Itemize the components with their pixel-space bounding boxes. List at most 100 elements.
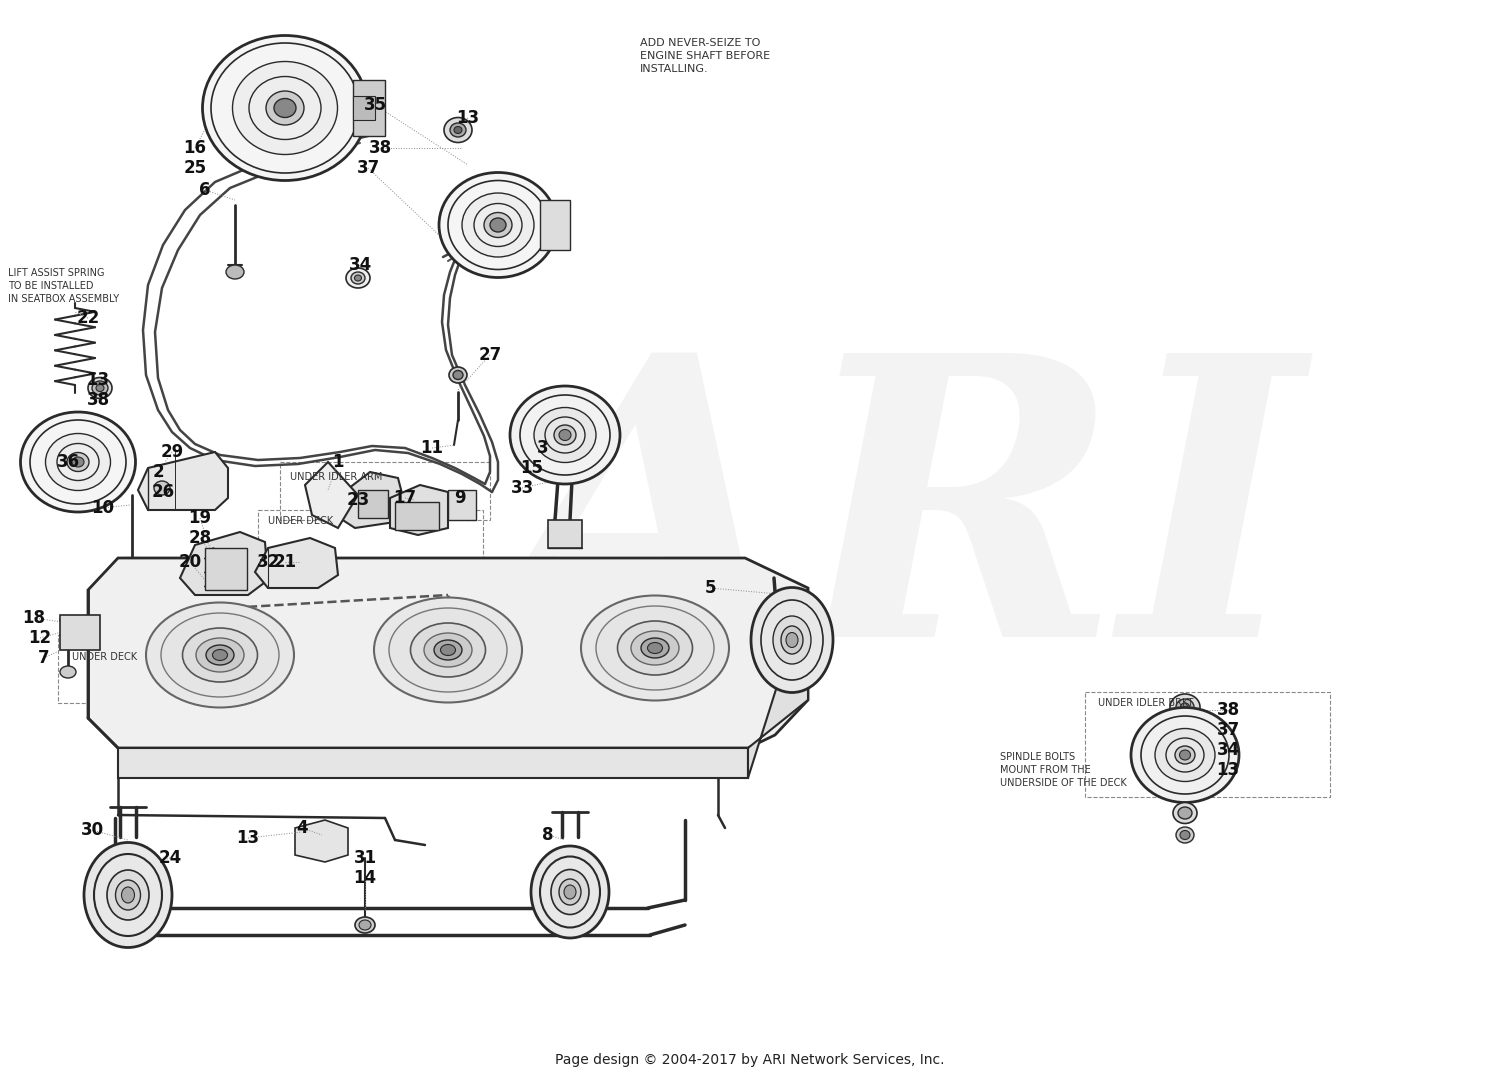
Ellipse shape	[45, 433, 111, 491]
Text: 35: 35	[363, 96, 387, 114]
Text: SPINDLE BOLTS
MOUNT FROM THE
UNDERSIDE OF THE DECK: SPINDLE BOLTS MOUNT FROM THE UNDERSIDE O…	[1000, 752, 1126, 788]
Ellipse shape	[448, 367, 466, 383]
Ellipse shape	[354, 275, 362, 281]
Ellipse shape	[206, 645, 234, 665]
Ellipse shape	[346, 268, 370, 288]
Ellipse shape	[160, 613, 279, 697]
Ellipse shape	[564, 885, 576, 899]
Polygon shape	[304, 462, 358, 528]
Ellipse shape	[560, 879, 580, 905]
Text: 3: 3	[537, 439, 549, 457]
Ellipse shape	[116, 880, 141, 910]
Ellipse shape	[453, 370, 464, 379]
Text: UNDER IDLER BRKT: UNDER IDLER BRKT	[1098, 698, 1194, 708]
Text: 29: 29	[160, 443, 183, 460]
Text: 36: 36	[57, 453, 80, 471]
Bar	[60, 615, 100, 651]
Polygon shape	[255, 538, 338, 588]
Ellipse shape	[1176, 828, 1194, 843]
Text: LIFT ASSIST SPRING
TO BE INSTALLED
IN SEATBOX ASSEMBLY: LIFT ASSIST SPRING TO BE INSTALLED IN SE…	[8, 268, 118, 304]
Ellipse shape	[484, 213, 512, 238]
Ellipse shape	[1131, 707, 1239, 803]
Ellipse shape	[92, 381, 108, 395]
Text: 31: 31	[354, 849, 376, 867]
Polygon shape	[296, 820, 348, 862]
Ellipse shape	[84, 843, 172, 947]
Text: 6: 6	[200, 181, 210, 199]
Ellipse shape	[374, 597, 522, 703]
Ellipse shape	[550, 870, 590, 914]
Polygon shape	[180, 532, 268, 595]
Text: 34: 34	[348, 256, 372, 274]
Bar	[352, 96, 375, 119]
Text: 13: 13	[456, 109, 480, 127]
Text: 12: 12	[28, 629, 51, 647]
Ellipse shape	[106, 870, 148, 920]
Ellipse shape	[752, 588, 833, 693]
Ellipse shape	[1180, 831, 1190, 839]
Text: 14: 14	[354, 869, 376, 887]
Text: 13: 13	[1216, 761, 1239, 779]
Text: 16: 16	[183, 139, 207, 157]
Text: 17: 17	[393, 489, 417, 507]
Ellipse shape	[424, 633, 472, 667]
Text: 11: 11	[420, 439, 444, 457]
Ellipse shape	[266, 91, 305, 125]
Bar	[448, 490, 476, 520]
Text: 37: 37	[1216, 721, 1239, 738]
Ellipse shape	[786, 632, 798, 647]
Text: 37: 37	[357, 159, 380, 177]
Ellipse shape	[441, 644, 456, 656]
Text: 32: 32	[256, 553, 279, 571]
Polygon shape	[748, 588, 808, 778]
Ellipse shape	[454, 126, 462, 134]
Ellipse shape	[213, 649, 228, 660]
Text: 38: 38	[87, 391, 109, 409]
Text: 20: 20	[178, 553, 201, 571]
Ellipse shape	[772, 616, 812, 664]
Polygon shape	[118, 748, 748, 778]
Ellipse shape	[96, 384, 104, 391]
Ellipse shape	[632, 631, 680, 665]
Ellipse shape	[580, 595, 729, 700]
Text: 19: 19	[189, 509, 211, 527]
Ellipse shape	[1170, 694, 1200, 720]
Ellipse shape	[232, 62, 338, 154]
Text: 23: 23	[346, 491, 369, 509]
Ellipse shape	[554, 425, 576, 445]
Polygon shape	[138, 452, 228, 510]
Ellipse shape	[531, 846, 609, 938]
Text: 5: 5	[705, 579, 716, 597]
Ellipse shape	[196, 637, 244, 672]
Ellipse shape	[183, 628, 258, 682]
Text: 26: 26	[152, 483, 174, 501]
Text: 22: 22	[76, 310, 99, 327]
Ellipse shape	[510, 386, 620, 484]
Ellipse shape	[1174, 746, 1196, 763]
Ellipse shape	[356, 917, 375, 933]
Bar	[548, 520, 582, 548]
Ellipse shape	[68, 453, 88, 471]
Text: 9: 9	[454, 489, 466, 507]
Polygon shape	[88, 558, 808, 748]
Ellipse shape	[560, 429, 572, 441]
Ellipse shape	[534, 407, 596, 463]
Ellipse shape	[1155, 729, 1215, 782]
Ellipse shape	[411, 623, 486, 677]
Text: ADD NEVER-SEIZE TO
ENGINE SHAFT BEFORE
INSTALLING.: ADD NEVER-SEIZE TO ENGINE SHAFT BEFORE I…	[640, 38, 770, 75]
Text: UNDER DECK: UNDER DECK	[72, 652, 136, 662]
Text: 34: 34	[1216, 741, 1239, 759]
Polygon shape	[334, 472, 405, 528]
Ellipse shape	[490, 218, 506, 232]
Ellipse shape	[782, 626, 802, 654]
Ellipse shape	[60, 666, 76, 678]
Ellipse shape	[433, 640, 462, 660]
Text: 8: 8	[543, 826, 554, 844]
Ellipse shape	[640, 637, 669, 658]
Ellipse shape	[226, 265, 244, 279]
Text: 4: 4	[296, 819, 307, 837]
Bar	[394, 502, 439, 530]
Ellipse shape	[1178, 807, 1192, 819]
Ellipse shape	[1180, 703, 1190, 711]
Text: 33: 33	[510, 479, 534, 497]
